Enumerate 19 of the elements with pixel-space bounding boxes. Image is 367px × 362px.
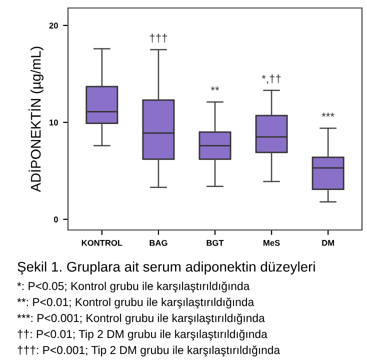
text: **: P<0.01; Kontrol grubu ile karşılaştırıldığında: [17, 298, 254, 308]
x-tick-label: DM: [322, 240, 334, 246]
x-tick-label: KONTROL: [82, 240, 122, 246]
x-tick-label: BGT: [206, 240, 224, 246]
x-tick-label: MeS: [264, 240, 280, 246]
text: †††: P<0.001; Tip 2 DM grubu ile karşılaştırıldığında: [18, 346, 280, 356]
y-axis-title: ADİPONEKTİN (µg/mL): [28, 46, 44, 192]
y-tick-label: 0: [54, 216, 58, 222]
text: ††: P<0.01; Tip 2 DM grubu ile karşılaştırıldığında: [18, 330, 268, 340]
annotation: **: [210, 86, 220, 90]
annotation: ***: [322, 112, 334, 117]
annotation: †††: [150, 34, 167, 43]
y-tick-label: 20: [49, 22, 58, 29]
annotation: *,††: [262, 74, 281, 84]
y-tick-label: 10: [50, 120, 58, 126]
text: ***: P<0.001; Kontrol grubu ile karşılaştırıldığında: [17, 314, 265, 324]
x-tick-label: BAG: [150, 240, 168, 246]
text: Şekil 1. Gruplara ait serum adiponektin düzeyleri: [18, 261, 315, 275]
text: *: P<0.05; Kontrol grubu ile karşılaştırıldığında: [17, 282, 250, 292]
